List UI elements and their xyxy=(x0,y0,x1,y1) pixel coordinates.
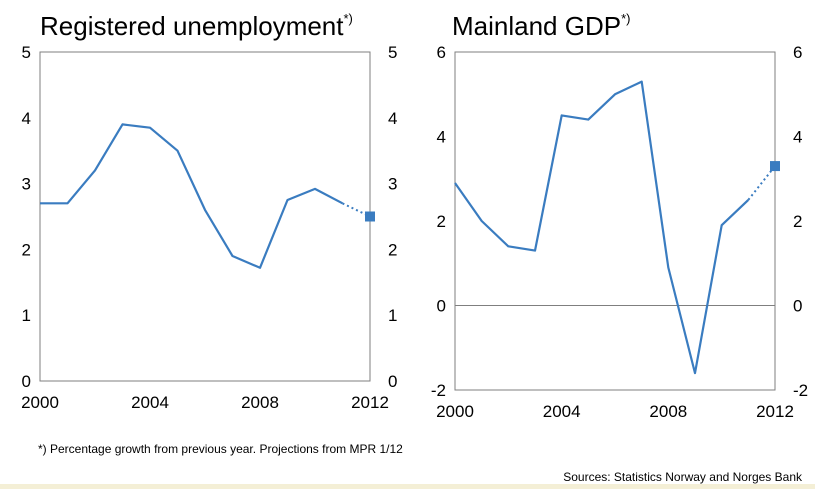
y-tick-label-left: 4 xyxy=(22,109,31,128)
series-line xyxy=(40,123,344,269)
gdp-left-tick-labels: -2 0 2 4 6 xyxy=(431,43,446,400)
x-tick-label: 2012 xyxy=(756,402,794,421)
unemployment-plot-frame xyxy=(39,51,371,382)
x-tick-label: 2004 xyxy=(131,393,169,412)
y-tick-label-left: -2 xyxy=(431,381,446,400)
y-tick-label-left: 3 xyxy=(22,175,31,194)
x-tick-label: 2012 xyxy=(351,393,389,412)
y-tick-label-right: 0 xyxy=(793,297,802,316)
gdp-plot-frame xyxy=(454,51,776,391)
projection-marker xyxy=(365,211,375,222)
unemployment-series xyxy=(40,123,375,269)
gdp-right-tick-labels: -2 0 2 4 6 xyxy=(793,43,808,400)
y-tick-label-left: 5 xyxy=(22,43,31,62)
x-tick-label: 2000 xyxy=(21,393,59,412)
gdp-series xyxy=(454,80,780,375)
x-tick-label: 2008 xyxy=(241,393,279,412)
projection-line xyxy=(747,165,776,201)
unemployment-right-tick-labels: 0 1 2 3 4 5 xyxy=(388,43,397,391)
y-tick-label-right: 1 xyxy=(388,306,397,325)
gdp-chart-title: Mainland GDP*) xyxy=(452,11,630,41)
unemployment-x-tick-labels: 2000 2004 2008 2012 xyxy=(21,393,389,412)
footnote: *) Percentage growth from previous year.… xyxy=(38,442,403,456)
y-tick-label-right: 5 xyxy=(388,43,397,62)
projection-marker xyxy=(770,161,780,172)
y-tick-label-right: 4 xyxy=(388,109,397,128)
y-tick-label-right: 0 xyxy=(388,372,397,391)
y-tick-label-left: 2 xyxy=(437,212,446,231)
y-tick-label-right: 4 xyxy=(793,128,802,147)
y-tick-label-left: 0 xyxy=(22,372,31,391)
y-tick-label-right: 6 xyxy=(793,43,802,62)
y-tick-label-right: 2 xyxy=(793,212,802,231)
series-line xyxy=(454,80,750,375)
y-tick-label-left: 0 xyxy=(437,297,446,316)
sources-note: Sources: Statistics Norway and Norges Ba… xyxy=(563,470,803,484)
y-tick-label-left: 4 xyxy=(437,128,446,147)
unemployment-left-tick-labels: 0 1 2 3 4 5 xyxy=(22,43,31,391)
y-tick-label-left: 6 xyxy=(437,43,446,62)
x-tick-label: 2004 xyxy=(543,402,581,421)
y-tick-label-right: 3 xyxy=(388,175,397,194)
y-tick-label-right: 2 xyxy=(388,240,397,259)
y-tick-label-right: -2 xyxy=(793,381,808,400)
unemployment-chart-title: Registered unemployment*) xyxy=(40,11,353,41)
gdp-x-tick-labels: 2000 2004 2008 2012 xyxy=(436,402,794,421)
x-tick-label: 2008 xyxy=(649,402,687,421)
y-tick-label-left: 1 xyxy=(22,306,31,325)
x-tick-label: 2000 xyxy=(436,402,474,421)
y-tick-label-left: 2 xyxy=(22,240,31,259)
bottom-band xyxy=(0,484,815,489)
